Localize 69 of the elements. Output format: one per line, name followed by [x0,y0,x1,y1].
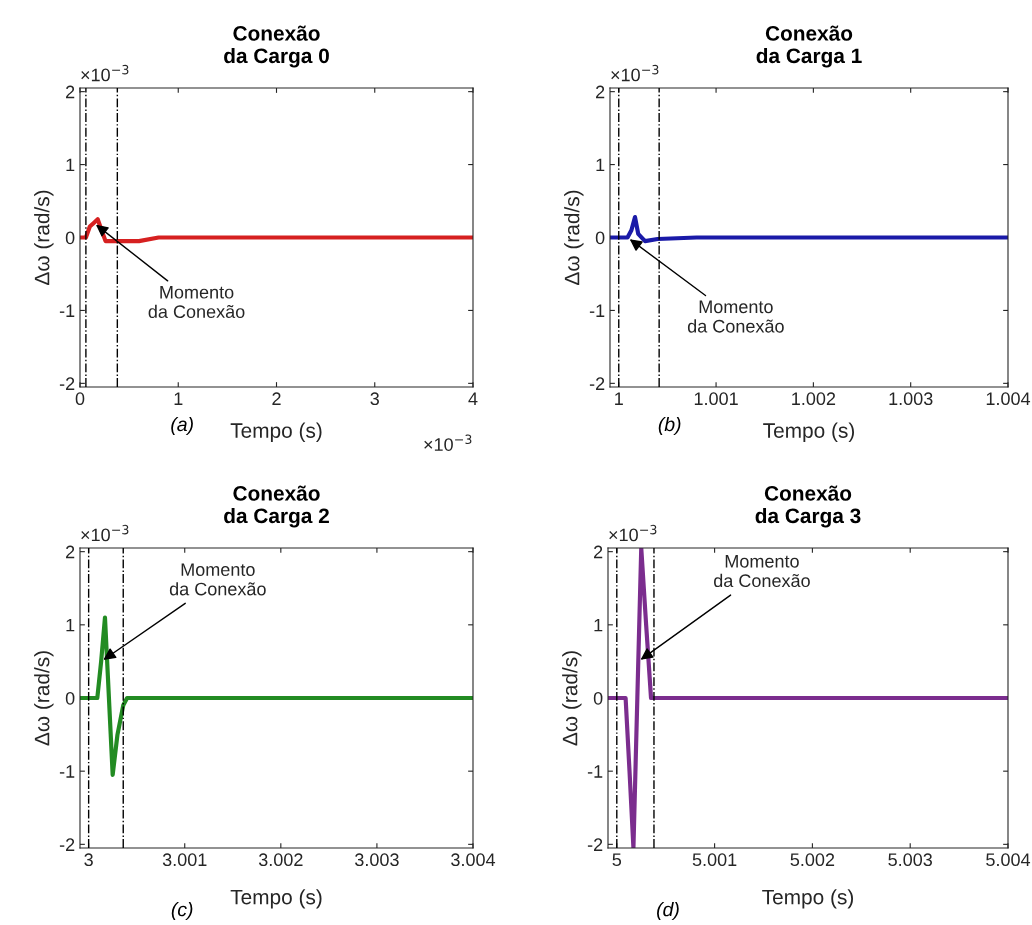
y-tick-label: 0 [65,231,75,245]
x-tick-label: 3.001 [162,853,207,867]
text: (b) [658,416,681,436]
x-tick-label: 1.003 [889,392,933,406]
x-axis-title: Tempo (s) [230,889,322,909]
y-tick-label: -2 [59,838,75,851]
text: (c) [171,902,193,921]
text: ×10$^{−3}$ [609,524,657,542]
x-tick-label: 3.003 [355,853,399,867]
y-tick-label: 2 [594,545,603,559]
annotation: Momento da Conexão [148,285,245,319]
y-tick-label: -1 [59,765,75,778]
line-series [610,214,1008,244]
y-tick-label: 2 [596,85,605,99]
x-axis-title: Tempo (s) [762,889,854,909]
y-tick-label: -2 [59,377,75,390]
x-tick-label: 5.001 [692,853,737,867]
x-tick-label: 5.003 [888,853,932,867]
x-tick-label: 5 [612,853,622,867]
y-tick-label: -1 [59,304,75,317]
y-tick-label: 1 [66,618,75,632]
y-tick-label: 1 [596,158,605,172]
x-tick-label: 3 [370,392,379,406]
x-tick-label: 1.002 [792,392,836,406]
chart-title: Conexão da Carga 3 [755,485,861,528]
text: (a) [171,416,193,436]
y-axis-title: Δω (rad/s) [34,190,54,285]
x-axis-title: Tempo (s) [763,422,855,442]
x-tick-label: 1 [615,392,623,405]
x-tick-label: 3.004 [451,853,496,867]
y-tick-label: 1 [66,158,75,172]
x-tick-label: 1 [174,392,183,405]
chart-title: Conexão da Carga 1 [756,25,862,68]
x-tick-label: 0 [75,392,85,406]
x-tick-label: 4 [468,392,478,405]
annotation: Momento da Conexão [169,563,266,596]
y-tick-label: 0 [593,691,603,705]
text: (d) [657,902,679,921]
x-axis-title: Tempo (s) [230,422,322,442]
y-tick-label: -1 [589,304,605,317]
line-series [80,615,473,777]
y-tick-label: -2 [589,377,605,390]
x-tick-label: 1.001 [694,392,738,406]
y-axis-title: Δω (rad/s) [562,651,582,746]
chart-title: Conexão da Carga 0 [224,25,329,68]
y-tick-label: 2 [66,85,75,99]
y-tick-label: 0 [595,231,605,245]
chart-title: Conexão da Carga 2 [224,485,329,528]
y-tick-label: -2 [587,838,603,851]
x-tick-label: 1.004 [986,392,1031,406]
line-series [608,548,1008,848]
line-series [80,217,473,244]
text: ×10$^{−3}$ [424,434,472,451]
x-tick-label: 3 [84,853,93,867]
text: ×10$^{−3}$ [611,64,659,82]
annotation: Momento da Conexão [714,555,810,588]
y-tick-label: -1 [587,765,603,778]
y-tick-label: 0 [65,691,75,705]
text: ×10$^{−3}$ [81,64,129,82]
x-tick-label: 3.002 [258,853,303,867]
y-tick-label: 2 [66,545,75,559]
y-axis-title: Δω (rad/s) [34,651,54,746]
y-axis-title: Δω (rad/s) [564,190,584,285]
x-tick-label: 5.004 [986,853,1031,867]
y-tick-label: 1 [594,618,603,632]
x-tick-label: 5.002 [790,853,835,867]
annotation: Momento da Conexão [687,300,784,333]
text: ×10$^{−3}$ [81,524,129,542]
x-tick-label: 2 [272,392,281,405]
